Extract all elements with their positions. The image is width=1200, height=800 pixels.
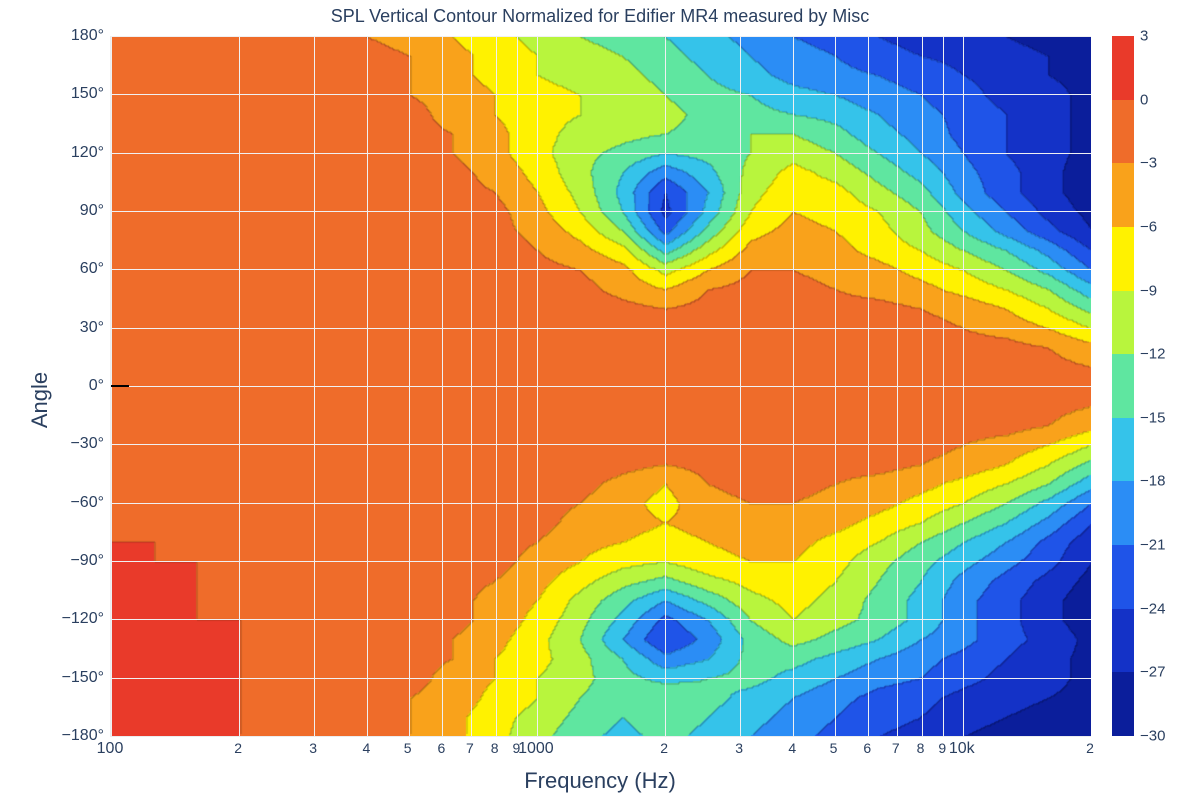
gridline-h (111, 269, 1091, 270)
colorbar-tick-label: −3 (1140, 155, 1157, 172)
y-tick-label: 180° (14, 27, 104, 45)
colorbar-swatch (1112, 672, 1134, 736)
colorbar-tick-label: −30 (1140, 728, 1165, 745)
colorbar (1112, 36, 1134, 736)
x-minor-tick-label: 9 (938, 740, 946, 756)
gridline-h (111, 619, 1091, 620)
y-tick-label: −60° (14, 494, 104, 512)
gridline-h (111, 678, 1091, 679)
colorbar-tick-label: −6 (1140, 218, 1157, 235)
colorbar-tick-label: 3 (1140, 28, 1148, 45)
y-tick-label: 120° (14, 144, 104, 162)
x-axis-label: Frequency (Hz) (110, 768, 1090, 794)
colorbar-swatch (1112, 227, 1134, 291)
x-minor-tick-label: 8 (491, 740, 499, 756)
y-tick-label: −150° (14, 669, 104, 687)
colorbar-tick-label: −21 (1140, 537, 1165, 554)
gridline-h (111, 211, 1091, 212)
x-tick-label: 1000 (518, 740, 554, 758)
colorbar-swatch (1112, 100, 1134, 164)
y-tick-label: −90° (14, 552, 104, 570)
x-minor-tick-label: 7 (466, 740, 474, 756)
x-minor-tick-label: 6 (863, 740, 871, 756)
y-tick-label: −180° (14, 727, 104, 745)
y-tick-label: −120° (14, 610, 104, 628)
gridline-h (111, 444, 1091, 445)
colorbar-tick-label: −9 (1140, 282, 1157, 299)
colorbar-tick-label: 0 (1140, 91, 1148, 108)
y-tick-label: 90° (14, 202, 104, 220)
x-minor-tick-label: 2 (660, 740, 668, 756)
colorbar-swatch (1112, 163, 1134, 227)
y-tick-label: 30° (14, 319, 104, 337)
x-minor-tick-label: 4 (788, 740, 796, 756)
x-minor-tick-label: 9 (513, 740, 521, 756)
colorbar-swatch (1112, 354, 1134, 418)
y-tick-label: −30° (14, 435, 104, 453)
gridline-h (111, 561, 1091, 562)
x-minor-tick-label: 7 (892, 740, 900, 756)
x-minor-tick-label: 2 (234, 740, 242, 756)
x-minor-tick-label: 5 (830, 740, 838, 756)
gridline-h (111, 328, 1091, 329)
gridline-h (111, 94, 1091, 95)
colorbar-tick-label: −12 (1140, 346, 1165, 363)
x-minor-tick-label: 8 (917, 740, 925, 756)
x-minor-tick-label: 5 (404, 740, 412, 756)
x-tick-label: 100 (97, 740, 124, 758)
y-tick-label: 150° (14, 85, 104, 103)
x-minor-tick-label: 3 (309, 740, 317, 756)
gridline-h (111, 153, 1091, 154)
colorbar-tick-label: −24 (1140, 600, 1165, 617)
colorbar-swatch (1112, 36, 1134, 100)
gridline-h (111, 386, 1091, 387)
colorbar-swatch (1112, 291, 1134, 355)
x-minor-tick-label: 4 (363, 740, 371, 756)
figure: SPL Vertical Contour Normalized for Edif… (0, 0, 1200, 800)
colorbar-swatch (1112, 481, 1134, 545)
plot-area (110, 36, 1091, 737)
colorbar-swatch (1112, 418, 1134, 482)
x-tick-label: 10k (949, 740, 975, 758)
zero-degree-line (111, 385, 129, 387)
gridline-h (111, 736, 1091, 737)
x-minor-tick-label: 3 (735, 740, 743, 756)
colorbar-swatch (1112, 609, 1134, 673)
colorbar-tick-label: −18 (1140, 473, 1165, 490)
y-tick-label: 60° (14, 260, 104, 278)
colorbar-tick-label: −27 (1140, 664, 1165, 681)
gridline-h (111, 36, 1091, 37)
y-tick-label: 0° (14, 377, 104, 395)
colorbar-tick-label: −15 (1140, 409, 1165, 426)
x-minor-tick-label: 6 (438, 740, 446, 756)
gridline-h (111, 503, 1091, 504)
colorbar-swatch (1112, 545, 1134, 609)
chart-title: SPL Vertical Contour Normalized for Edif… (0, 6, 1200, 27)
x-minor-tick-label: 2 (1086, 740, 1094, 756)
